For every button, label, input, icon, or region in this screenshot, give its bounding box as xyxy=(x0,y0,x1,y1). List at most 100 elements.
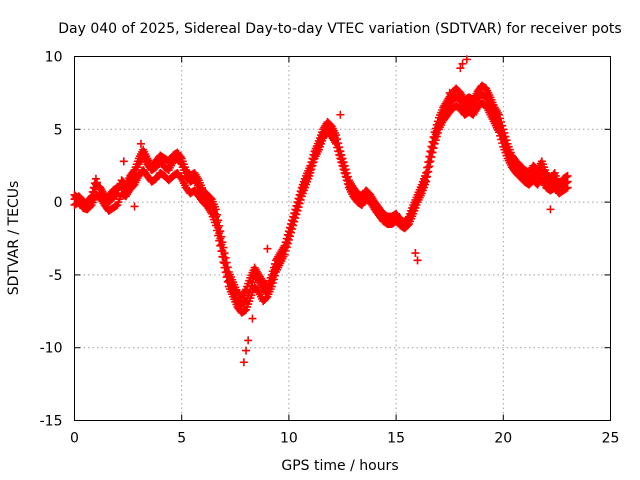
grid-lines xyxy=(74,56,611,421)
y-tick-label: -5 xyxy=(49,268,63,284)
data-point xyxy=(458,59,467,68)
data-point xyxy=(296,191,305,200)
data-point xyxy=(341,169,350,178)
data-point xyxy=(223,272,232,281)
data-point xyxy=(269,269,278,278)
chart-title: Day 040 of 2025, Sidereal Day-to-day VTE… xyxy=(58,21,621,37)
data-point xyxy=(411,249,420,258)
data-point xyxy=(289,217,298,226)
data-point xyxy=(342,173,351,182)
data-point xyxy=(270,265,279,274)
x-tick-label: 0 xyxy=(70,431,79,447)
x-tick-label: 15 xyxy=(387,431,405,447)
data-point xyxy=(334,143,343,152)
data-point xyxy=(445,88,454,97)
data-point xyxy=(219,253,228,262)
data-point xyxy=(130,202,139,211)
data-point xyxy=(501,140,510,149)
data-point xyxy=(307,162,316,171)
plot-area-frame xyxy=(74,56,611,421)
data-point xyxy=(246,285,255,294)
data-point xyxy=(428,143,437,152)
axis-ticks xyxy=(74,56,611,421)
data-point xyxy=(215,229,224,238)
data-point xyxy=(282,238,291,247)
data-point xyxy=(263,244,272,253)
data-point xyxy=(284,231,293,240)
data-point xyxy=(290,213,299,222)
data-point xyxy=(217,240,226,249)
data-point xyxy=(295,195,304,204)
data-point xyxy=(309,155,318,164)
data-point xyxy=(546,205,555,214)
y-axis-label: SDTVAR / TECUs xyxy=(6,181,22,296)
data-point xyxy=(248,278,257,287)
data-point xyxy=(267,276,276,285)
y-tick-label: 0 xyxy=(54,195,63,211)
data-point xyxy=(427,148,436,157)
data-point xyxy=(336,110,345,119)
data-point xyxy=(343,176,352,185)
data-point xyxy=(247,281,256,290)
data-point xyxy=(88,187,97,196)
data-point xyxy=(112,190,121,199)
data-point xyxy=(87,192,96,201)
data-point xyxy=(212,212,221,221)
data-point xyxy=(244,336,253,345)
x-tick-label: 20 xyxy=(494,431,512,447)
data-point xyxy=(426,152,435,161)
y-tick-label: -15 xyxy=(40,414,63,430)
data-point xyxy=(499,134,508,143)
data-point xyxy=(432,126,441,135)
data-point xyxy=(287,224,296,233)
data-point xyxy=(285,227,294,236)
data-point xyxy=(294,198,303,207)
data-point xyxy=(563,177,572,186)
data-point xyxy=(288,220,297,229)
data-point xyxy=(495,119,504,128)
data-point xyxy=(340,166,349,175)
y-tick-label: 5 xyxy=(54,122,63,138)
x-tick-label: 25 xyxy=(602,431,620,447)
data-point xyxy=(281,241,290,250)
data-point xyxy=(333,139,342,148)
data-point xyxy=(425,158,434,167)
y-tick-label: 10 xyxy=(45,50,63,66)
data-point xyxy=(430,134,439,143)
data-point xyxy=(291,209,300,218)
data-point xyxy=(220,259,229,268)
data-point xyxy=(332,135,341,144)
data-point xyxy=(119,157,128,166)
data-point xyxy=(239,358,248,367)
data-point xyxy=(433,123,442,132)
data-point xyxy=(336,151,345,160)
data-point xyxy=(338,158,347,167)
data-point xyxy=(497,126,506,135)
data-point xyxy=(280,244,289,253)
data-point xyxy=(213,218,222,227)
data-point xyxy=(216,234,225,243)
data-point xyxy=(283,234,292,243)
data-point xyxy=(502,143,511,152)
data-point xyxy=(248,314,257,323)
data-point xyxy=(93,178,102,187)
data-point xyxy=(462,55,471,64)
data-point xyxy=(431,130,440,139)
x-tick-label: 5 xyxy=(177,431,186,447)
data-point xyxy=(429,138,438,147)
data-point xyxy=(308,158,317,167)
data-point xyxy=(498,130,507,139)
data-point xyxy=(218,246,227,255)
data-point xyxy=(242,346,251,355)
data-point xyxy=(500,137,509,146)
data-point xyxy=(292,206,301,215)
data-point xyxy=(216,241,225,250)
data-point xyxy=(268,273,277,282)
data-point xyxy=(94,182,103,191)
data-point xyxy=(413,256,422,265)
data-point xyxy=(91,174,100,183)
data-point xyxy=(95,185,104,194)
data-point xyxy=(423,168,432,177)
data-point xyxy=(136,139,145,148)
